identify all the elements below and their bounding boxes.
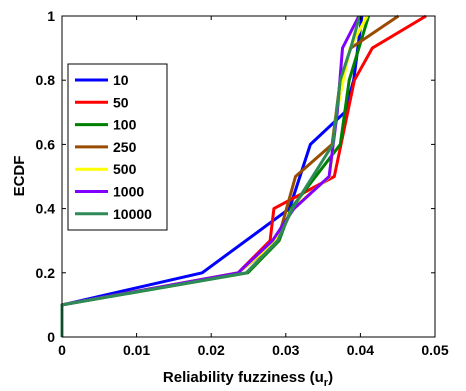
series-lines	[60, 14, 427, 337]
x-tick-label: 0.05	[421, 342, 448, 358]
axis-ticks	[61, 15, 436, 338]
legend-label-10: 10	[113, 72, 129, 88]
x-tick-label: 0.04	[347, 342, 374, 358]
legend-label-10000: 10000	[113, 206, 152, 222]
y-tick-label: 1	[47, 8, 55, 24]
x-tick-label: 0	[58, 342, 66, 358]
x-tick-label: 0.02	[198, 342, 225, 358]
legend-label-50: 50	[113, 94, 129, 110]
axis-tick-labels: 0 0.01 0.02 0.03 0.04 0.05 0 0.2 0.4 0.6 0.8 1	[36, 8, 449, 358]
legend-label-250: 250	[113, 139, 137, 155]
y-tick-label: 0.4	[36, 201, 56, 217]
legend-label-500: 500	[113, 161, 137, 177]
y-tick-label: 0.2	[36, 265, 56, 281]
legend-label-1000: 1000	[113, 184, 144, 200]
y-tick-label: 0	[47, 329, 55, 345]
x-tick-label: 0.01	[123, 342, 150, 358]
y-axis-label: ECDF	[11, 156, 28, 197]
y-tick-label: 0.6	[36, 136, 56, 152]
series-line-10000	[60, 15, 362, 337]
legend: 10 50 100 250 500 1000 10000	[67, 63, 168, 231]
legend-items: 10 50 100 250 500 1000 10000	[75, 72, 152, 222]
x-tick-label: 0.03	[272, 342, 299, 358]
legend-label-100: 100	[113, 117, 137, 133]
x-axis-label: Reliability fuzziness (ur)	[163, 369, 333, 386]
plot-frame	[61, 15, 436, 338]
y-tick-label: 0.8	[36, 72, 56, 88]
